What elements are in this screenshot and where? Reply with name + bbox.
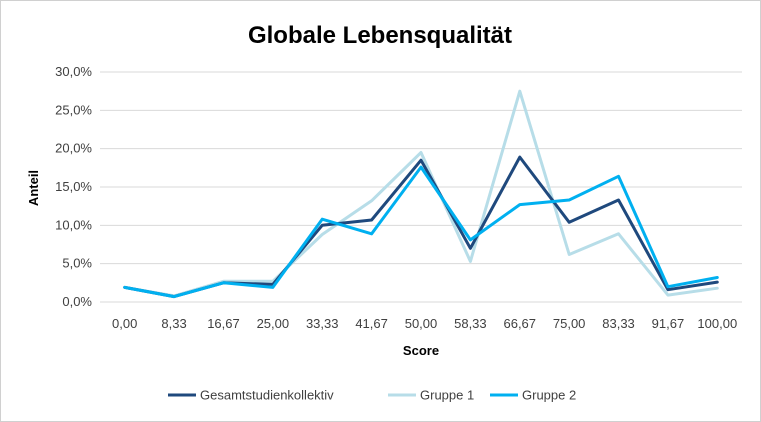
gridlines (100, 71, 742, 265)
x-tick-label: 33,33 (306, 316, 339, 331)
legend-label-1: Gruppe 1 (420, 388, 474, 403)
x-tick-label: 8,33 (161, 316, 186, 331)
x-tick-label: 16,67 (207, 316, 240, 331)
x-tick-label: 50,00 (405, 316, 438, 331)
y-tick-label: 5,0% (62, 256, 92, 271)
y-tick-label: 15,0% (55, 179, 92, 194)
x-tick-label: 58,33 (454, 316, 487, 331)
y-tick-label: 10,0% (55, 217, 92, 232)
legend: Gesamtstudienkollektiv Gruppe 1 Gruppe 2 (168, 388, 576, 403)
series-line-2 (123, 165, 719, 299)
series-line-1 (123, 89, 719, 298)
chart-title: Globale Lebensqualität (248, 22, 512, 49)
x-tick-label: 91,67 (652, 316, 685, 331)
y-tick-label: 25,0% (55, 102, 92, 117)
legend-label-0: Gesamtstudienkollektiv (200, 388, 334, 403)
x-tick-label: 83,33 (602, 316, 635, 331)
x-axis-label: Score (403, 343, 439, 358)
x-tick-label: 25,00 (257, 316, 290, 331)
y-axis-label: Anteil (26, 170, 41, 206)
x-tick-label: 0,00 (112, 316, 137, 331)
y-axis-ticks: 0,0% 5,0% 10,0% 15,0% 20,0% 25,0% 30,0% (55, 64, 92, 309)
y-tick-label: 0,0% (62, 294, 92, 309)
x-tick-label: 66,67 (503, 316, 536, 331)
x-tick-label: 100,00 (697, 316, 737, 331)
x-tick-label: 75,00 (553, 316, 586, 331)
y-tick-label: 30,0% (55, 64, 92, 79)
series-line-0 (123, 155, 719, 299)
series-lines (123, 89, 719, 299)
x-tick-label: 41,67 (355, 316, 388, 331)
legend-label-2: Gruppe 2 (522, 388, 576, 403)
y-tick-label: 20,0% (55, 141, 92, 156)
x-axis-ticks: 0,00 8,33 16,67 25,00 33,33 41,67 50,00 58,33 66… (112, 316, 737, 331)
